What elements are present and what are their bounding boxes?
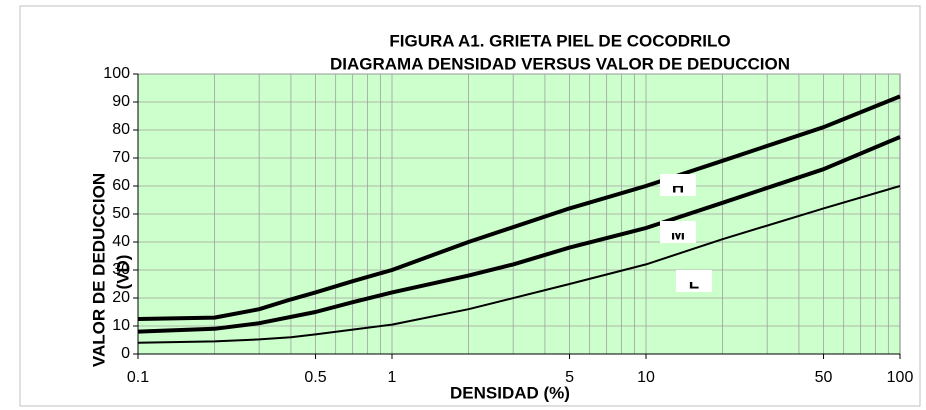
series-label-mask — [660, 174, 696, 186]
y-tick-label: 60 — [112, 177, 130, 194]
x-tick-label: 5 — [565, 369, 574, 386]
y-axis-label: (VD) — [113, 255, 132, 290]
x-axis-label: DENSIDAD (%) — [450, 383, 570, 402]
series-line — [137, 94, 901, 321]
chart-subtitle: DIAGRAMA DENSIDAD VERSUS VALOR DE DEDUCC… — [330, 54, 790, 73]
series-label: L — [689, 273, 699, 292]
x-tick-label: 10 — [637, 369, 655, 386]
y-axis-label: VALOR DE DEDUCCION — [89, 173, 108, 367]
x-tick-label: 0.1 — [127, 369, 149, 386]
series-label-mask — [676, 270, 712, 282]
chart-title: FIGURA A1. GRIETA PIEL DE COCODRILO — [389, 31, 730, 50]
y-tick-label: 80 — [112, 121, 130, 138]
x-tick-label: 50 — [815, 369, 833, 386]
x-tick-label: 100 — [887, 369, 914, 386]
x-tick-label: 1 — [388, 369, 397, 386]
x-tick-label: 0.5 — [304, 369, 326, 386]
chart-border — [19, 5, 921, 407]
y-tick-label: 10 — [112, 317, 130, 334]
y-tick-label: 100 — [103, 65, 130, 82]
y-tick-label: 70 — [112, 149, 130, 166]
series-label-mask — [660, 221, 696, 233]
y-tick-label: 90 — [112, 93, 130, 110]
y-tick-label: 40 — [112, 233, 130, 250]
series-line — [137, 185, 901, 344]
y-tick-label: 0 — [121, 345, 130, 362]
y-tick-label: 50 — [112, 205, 130, 222]
series-line — [137, 135, 901, 334]
y-tick-label: 30 — [112, 261, 130, 278]
y-tick-label: 20 — [112, 289, 130, 306]
